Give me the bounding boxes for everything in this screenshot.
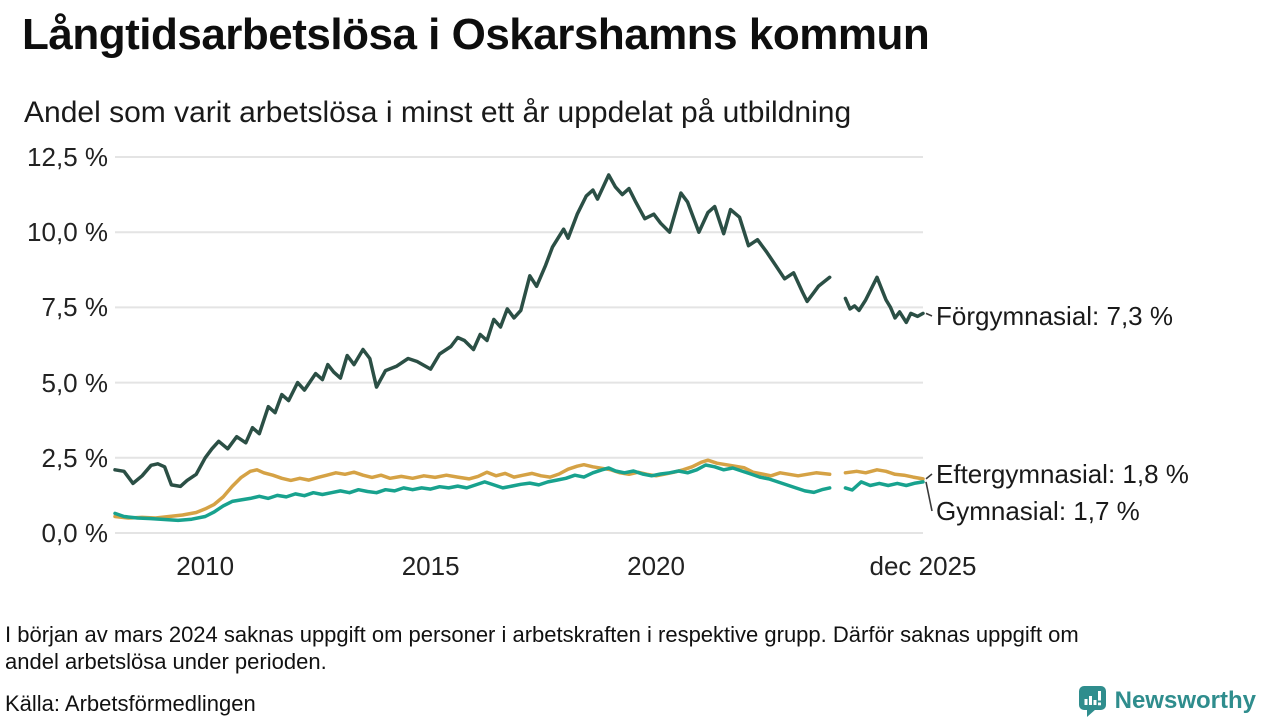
- x-axis-tick-label: 2010: [176, 551, 235, 581]
- x-axis-tick-label: 2020: [627, 551, 685, 581]
- bar-chart-speech-bubble-icon: [1078, 686, 1106, 717]
- newsworthy-logo: Newsworthy: [1077, 684, 1256, 718]
- series-line-gymnasial: [113, 463, 925, 523]
- series-end-label-gymnasial: Gymnasial: 1,7 %: [936, 496, 1140, 526]
- y-axis-tick-label: 2,5 %: [41, 442, 109, 473]
- source-label: Källa: Arbetsförmedlingen: [5, 691, 256, 716]
- footnote-line-2: andel arbetslösa under perioden.: [5, 649, 327, 674]
- series-end-label-forgymnasial: Förgymnasial: 7,3 %: [936, 301, 1173, 331]
- y-axis-tick-label: 0,0 %: [41, 518, 109, 548]
- y-axis-tick-label: 7,5 %: [41, 292, 109, 323]
- y-axis-tick-label: 10,0 %: [27, 217, 108, 248]
- label-connector: [925, 312, 933, 317]
- y-axis-tick-label: 12,5 %: [27, 142, 108, 172]
- series-line-eftergymnasial: [113, 458, 925, 520]
- label-connector: [925, 481, 933, 512]
- x-axis-tick-label: 2015: [401, 551, 460, 581]
- label-connector: [925, 473, 933, 480]
- series-line-förgymnasial: [113, 173, 925, 489]
- page-title: Långtidsarbetslösa i Oskarshamns kommun: [22, 10, 930, 59]
- chart-subtitle: Andel som varit arbetslösa i minst ett å…: [24, 96, 852, 129]
- footnote-line-1: I början av mars 2024 saknas uppgift om …: [5, 622, 1079, 647]
- x-axis-tick-label: dec 2025: [869, 551, 977, 581]
- y-axis-tick-label: 5,0 %: [41, 367, 109, 398]
- series-end-label-eftergymnasial: Eftergymnasial: 1,8 %: [936, 459, 1189, 489]
- logo-text: Newsworthy: [1114, 687, 1256, 714]
- footnote: I början av mars 2024 saknas uppgift om …: [5, 621, 1255, 675]
